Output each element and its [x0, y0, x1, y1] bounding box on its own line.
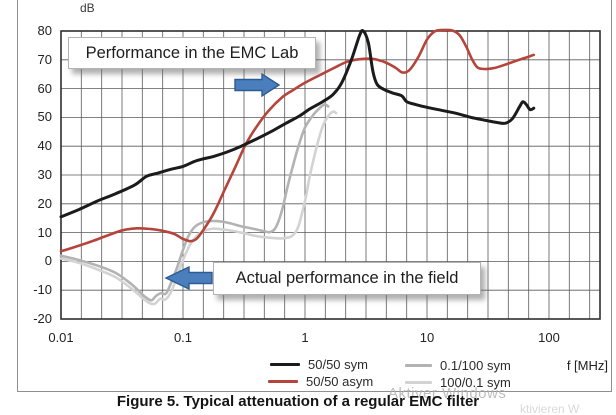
y-tick-70: 70 — [37, 51, 52, 67]
y-tick-40: 40 — [37, 138, 52, 154]
y-tick-50: 50 — [37, 109, 52, 125]
callout-field-text: Actual performance in the field — [235, 269, 459, 287]
legend-item-5050-sym: 50/50 sym — [270, 357, 368, 372]
legend-swatch-01-100-sym — [405, 364, 432, 367]
y-tick-10: 10 — [37, 224, 52, 240]
left-arrow-icon — [164, 265, 213, 291]
curve-100-0-1-sym — [59, 110, 338, 306]
plot-border — [60, 30, 601, 320]
legend-swatch-5050-asym — [268, 380, 298, 383]
x-tick-0.01: 0.01 — [48, 330, 74, 345]
y-tick-60: 60 — [37, 80, 52, 96]
legend-item-100-01-sym: 100/0.1 sym — [405, 375, 511, 390]
y-tick--10: -10 — [33, 282, 52, 298]
watermark-fragment: ktivieren W — [520, 402, 580, 415]
legend-label: 100/0.1 sym — [440, 375, 511, 390]
callout-lab-performance: Performance in the EMC Lab — [68, 37, 316, 69]
legend-swatch-100-01-sym — [405, 381, 432, 384]
activate-windows-watermark: Aktiver Windows — [388, 385, 507, 402]
legend-item-01-100-sym: 0.1/100 sym — [405, 358, 511, 373]
x-tick-10: 10 — [419, 330, 435, 345]
y-tick-80: 80 — [37, 23, 52, 38]
x-tick-1: 1 — [301, 330, 309, 345]
legend-swatch-5050-sym — [270, 363, 300, 366]
right-arrow-icon — [234, 72, 281, 98]
curve-50-50-asym — [59, 28, 536, 253]
y-tick-0: 0 — [44, 253, 52, 269]
y-axis-unit-label: dB — [80, 1, 95, 15]
x-axis-unit-label: f [MHz] — [566, 358, 608, 373]
legend-label: 0.1/100 sym — [440, 358, 511, 373]
legend-label: 50/50 sym — [308, 357, 368, 372]
curves — [59, 28, 536, 306]
callout-lab-text: Performance in the EMC Lab — [85, 43, 299, 62]
figure-caption: Figure 5. Typical attenuation of a regul… — [116, 393, 480, 410]
legend-item-5050-asym: 50/50 asym — [268, 374, 373, 389]
y-tick-30: 30 — [37, 167, 52, 182]
legend-label: 50/50 asym — [306, 374, 374, 389]
x-tick-0.1: 0.1 — [173, 330, 193, 345]
curve-50-50-sym — [59, 29, 536, 219]
y-tick--20: -20 — [33, 311, 52, 326]
callout-field-performance: Actual performance in the field — [213, 262, 481, 295]
y-tick-20: 20 — [37, 195, 52, 211]
x-tick-100: 100 — [538, 330, 560, 345]
